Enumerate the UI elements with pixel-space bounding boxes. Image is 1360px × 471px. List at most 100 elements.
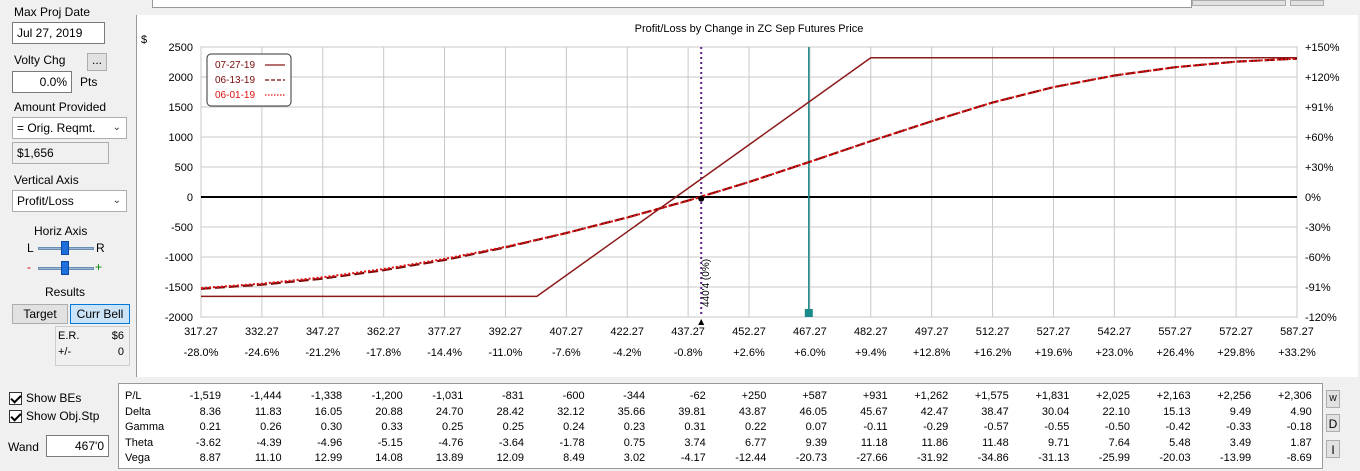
table-cell: -25.99	[1098, 452, 1130, 464]
wand-field[interactable]: 467'0	[46, 435, 109, 457]
table-cell: 0.33	[381, 421, 403, 433]
x-tick-label: 332.27	[245, 326, 279, 338]
x-tick-label: 362.27	[367, 326, 401, 338]
table-cell: +931	[862, 390, 888, 402]
row-label: Vega	[125, 452, 151, 464]
results-box	[55, 326, 130, 366]
w-button[interactable]: W	[1326, 390, 1340, 408]
pm-value: 0	[117, 346, 124, 358]
table-cell: 0.22	[744, 421, 767, 433]
x-pct-tick-label: +2.6%	[733, 347, 765, 359]
x-tick-label: 557.27	[1158, 326, 1192, 338]
er-value: $6	[111, 330, 124, 342]
x-pct-tick-label: +16.2%	[974, 347, 1012, 359]
table-cell: 46.05	[799, 405, 827, 418]
x-pct-tick-label: +12.8%	[913, 347, 951, 359]
x-pct-tick-label: -0.8%	[674, 347, 703, 359]
table-cell: 11.83	[254, 405, 282, 418]
x-pct-tick-label: +33.2%	[1278, 347, 1316, 359]
chart-title: Profit/Loss by Change in ZC Sep Futures …	[635, 23, 864, 35]
x-pct-tick-label: +19.6%	[1035, 347, 1073, 359]
amount-provided-select[interactable]: = Orig. Reqmt. ⌄	[12, 117, 127, 139]
table-cell: 12.99	[314, 452, 343, 464]
table-cell: 13.89	[435, 452, 464, 464]
pl-chart[interactable]: Profit/Loss by Change in ZC Sep Futures …	[136, 15, 1358, 377]
table-cell: 3.74	[684, 436, 706, 449]
top-toolbar-strip	[152, 0, 1192, 8]
wand-label: Wand	[8, 440, 39, 454]
table-cell: 8.49	[563, 452, 585, 464]
pl-chart-svg[interactable]: Profit/Loss by Change in ZC Sep Futures …	[137, 15, 1359, 377]
y-tick-label-right: -60%	[1305, 252, 1331, 264]
table-cell: 12.09	[496, 452, 524, 464]
legend-label: 07-27-19	[215, 60, 255, 71]
x-tick-label: 317.27	[184, 326, 218, 338]
results-label: Results	[45, 285, 86, 299]
y-tick-label: 2500	[169, 42, 193, 54]
x-tick-label: 437.27	[671, 326, 705, 338]
i-button[interactable]: I	[1326, 440, 1340, 458]
table-cell: -13.99	[1219, 452, 1252, 464]
x-tick-label: 497.27	[915, 326, 949, 338]
horiz-slider-thumb[interactable]	[61, 241, 69, 255]
table-cell: 3.49	[1229, 436, 1252, 449]
top-right-button-2[interactable]	[1290, 0, 1324, 6]
x-tick-label: 542.27	[1098, 326, 1132, 338]
current-price-arrow	[698, 319, 705, 325]
table-cell: -1,444	[250, 390, 282, 402]
row-label: Delta	[125, 405, 151, 418]
table-cell: -0.57	[983, 421, 1009, 433]
legend-label: 06-01-19	[215, 90, 255, 101]
curr-bell-button[interactable]: Curr Bell	[70, 304, 130, 324]
row-label: P/L	[125, 390, 142, 402]
top-right-button-1[interactable]	[1192, 0, 1286, 6]
x-pct-tick-label: +23.0%	[1096, 347, 1134, 359]
volty-chg-button[interactable]: ...	[87, 53, 107, 71]
x-tick-label: 467.27	[793, 326, 827, 338]
table-cell: +2,306	[1277, 390, 1312, 402]
amount-field[interactable]: $1,656	[12, 142, 109, 164]
table-cell: 0.30	[320, 421, 343, 433]
zoom-plus-label: +	[95, 260, 103, 274]
y-tick-label: 2000	[169, 72, 193, 84]
x-tick-label: 512.27	[976, 326, 1010, 338]
show-bes-checkbox[interactable]	[9, 391, 22, 406]
series-line-06-01-19	[200, 57, 1298, 290]
d-button[interactable]: D	[1326, 414, 1340, 432]
max-proj-date-field[interactable]: Jul 27, 2019	[12, 22, 105, 44]
table-row: Delta 8.36 11.83 16.05 20.88 24.70 28.42 32.12 3…	[119, 406, 1322, 422]
zoom-slider-thumb[interactable]	[61, 261, 69, 275]
chevron-down-icon: ⌄	[112, 122, 121, 133]
table-cell: -12.44	[735, 452, 767, 464]
table-row: Vega 8.87 11.10 12.99 14.08 13.89 12.09 8.49 3.0…	[119, 452, 1322, 468]
target-button[interactable]: Target	[12, 304, 68, 324]
table-cell: 0.31	[684, 421, 706, 433]
table-cell: 3.02	[623, 452, 646, 464]
y-tick-label-right: +60%	[1305, 132, 1334, 144]
y-tick-label: 1000	[169, 132, 193, 144]
x-tick-label: 572.27	[1219, 326, 1253, 338]
table-cell: 28.42	[496, 405, 524, 418]
x-pct-tick-label: -17.8%	[366, 347, 401, 359]
table-cell: -0.11	[863, 421, 888, 433]
table-cell: -62	[689, 390, 706, 402]
volty-chg-field[interactable]: 0.0%	[12, 71, 72, 93]
x-tick-label: 452.27	[732, 326, 766, 338]
table-cell: 20.88	[375, 405, 403, 418]
y-tick-label-right: -30%	[1305, 222, 1331, 234]
table-cell: -4.76	[438, 436, 464, 449]
vertical-axis-select[interactable]: Profit/Loss ⌄	[12, 190, 127, 212]
table-cell: 45.67	[860, 405, 888, 418]
show-obj-stp-checkbox[interactable]	[9, 409, 22, 424]
y-tick-label: -1000	[165, 252, 193, 264]
amount-provided-value: = Orig. Reqmt.	[17, 121, 96, 135]
table-cell: 30.04	[1041, 405, 1070, 418]
amount-provided-label: Amount Provided	[14, 100, 107, 114]
y-tick-label-right: 0%	[1305, 192, 1321, 204]
table-cell: -8.69	[1286, 452, 1312, 464]
table-cell: 9.49	[1229, 405, 1252, 418]
table-cell: -20.03	[1159, 452, 1191, 464]
horiz-left-label: L	[27, 241, 34, 255]
table-cell: 24.70	[435, 405, 464, 418]
table-cell: -0.50	[1104, 421, 1130, 433]
